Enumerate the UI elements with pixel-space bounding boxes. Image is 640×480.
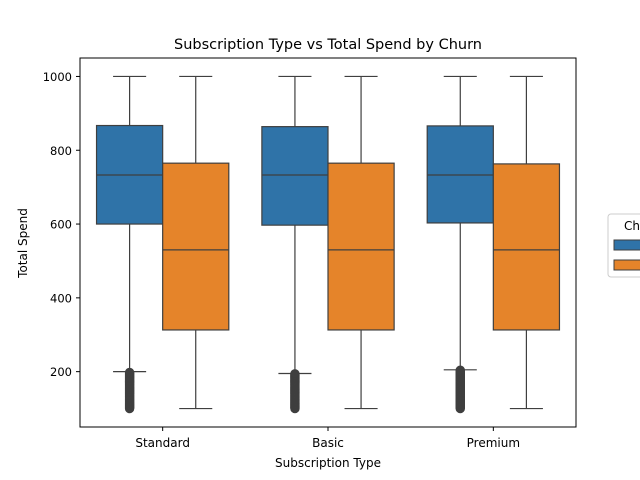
legend: Ch (607, 213, 640, 278)
box-iqr (162, 162, 230, 331)
x-axis-ticks: Standard Basic Premium (135, 427, 520, 450)
box-iqr (261, 126, 329, 226)
y-tick-label: 400 (50, 291, 72, 305)
y-tick-label: 200 (50, 365, 72, 379)
outlier-point (290, 369, 300, 379)
legend-title: Ch (624, 219, 640, 233)
y-tick-label: 800 (50, 144, 72, 158)
chart-title: Subscription Type vs Total Spend by Chur… (174, 37, 482, 53)
box-plot-marks (95, 75, 561, 414)
plot-frame (79, 57, 577, 428)
y-axis-ticks: 200 400 600 800 1000 (43, 70, 80, 379)
box-iqr (492, 163, 561, 331)
box-iqr (327, 162, 395, 331)
y-tick-label: 1000 (43, 70, 72, 84)
x-tick-label: Standard (135, 436, 190, 450)
x-tick-label: Premium (467, 436, 520, 450)
legend-swatch (613, 239, 640, 251)
legend-swatch (613, 259, 640, 271)
y-axis-label: Total Spend (16, 208, 30, 279)
outlier-point (455, 365, 465, 375)
x-axis-label: Subscription Type (275, 456, 381, 470)
x-tick-label: Basic (312, 436, 344, 450)
outlier-point (124, 367, 135, 378)
y-tick-label: 600 (50, 218, 72, 232)
